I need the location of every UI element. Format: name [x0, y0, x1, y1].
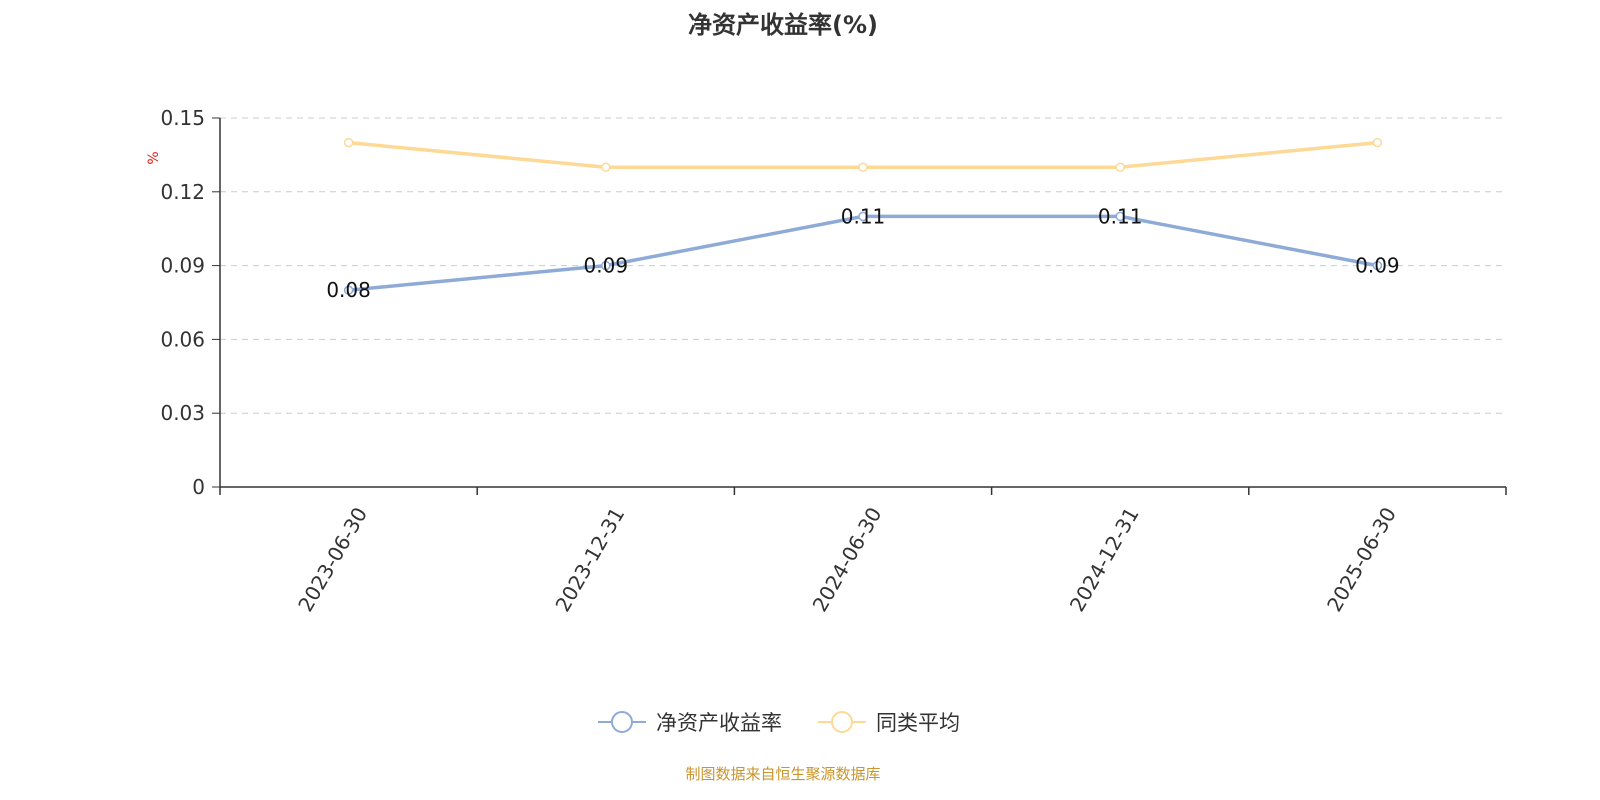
legend-marker — [831, 711, 853, 733]
grid-lines — [220, 117, 1506, 414]
x-axis-ticks: 2023-06-30 2023-12-31 2024-06-30 2024-12-31… — [219, 487, 1507, 616]
y-tick-label: 0 — [192, 475, 205, 499]
data-label: 0.09 — [1355, 254, 1400, 278]
legend-marker — [611, 711, 633, 733]
x-tick-label: 2024-12-31 — [1065, 503, 1144, 616]
y-axis-ticks: 0 0.03 0.06 0.09 0.12 0.15 — [160, 106, 220, 499]
y-tick-label: 0.06 — [160, 327, 205, 351]
x-tick-label: 2025-06-30 — [1322, 503, 1401, 616]
x-tick-label: 2023-12-31 — [550, 503, 629, 616]
data-point — [343, 137, 354, 148]
data-point — [601, 260, 611, 271]
legend-label: 同类平均 — [876, 711, 960, 735]
y-axis-unit-label: % — [146, 151, 162, 164]
legend: 净资产收益率 同类平均 — [598, 711, 960, 735]
source-note: 制图数据来自恒生聚源数据库 — [685, 765, 880, 783]
data-point — [858, 211, 868, 222]
series-layer: 0.08 0.09 0.11 0.11 0.09 — [326, 137, 1400, 302]
data-point — [343, 285, 354, 295]
axes — [219, 118, 1506, 488]
data-point — [1372, 137, 1383, 148]
data-point — [1115, 211, 1125, 222]
data-point — [1372, 260, 1383, 271]
data-label: 0.11 — [1098, 204, 1143, 228]
y-tick-label: 0.15 — [160, 106, 205, 130]
x-tick-label: 2023-06-30 — [293, 503, 372, 616]
data-label: 0.08 — [326, 278, 371, 302]
y-tick-label: 0.12 — [160, 180, 205, 204]
data-label: 0.11 — [841, 204, 886, 228]
data-point — [601, 162, 611, 172]
y-tick-label: 0.03 — [160, 401, 205, 425]
data-label: 0.09 — [584, 254, 629, 278]
data-point — [858, 162, 868, 172]
x-tick-label: 2024-06-30 — [808, 503, 887, 616]
chart-title: 净资产收益率(%) — [688, 11, 878, 39]
data-point — [1115, 162, 1125, 172]
legend-label: 净资产收益率 — [656, 711, 782, 735]
y-tick-label: 0.09 — [160, 254, 205, 278]
